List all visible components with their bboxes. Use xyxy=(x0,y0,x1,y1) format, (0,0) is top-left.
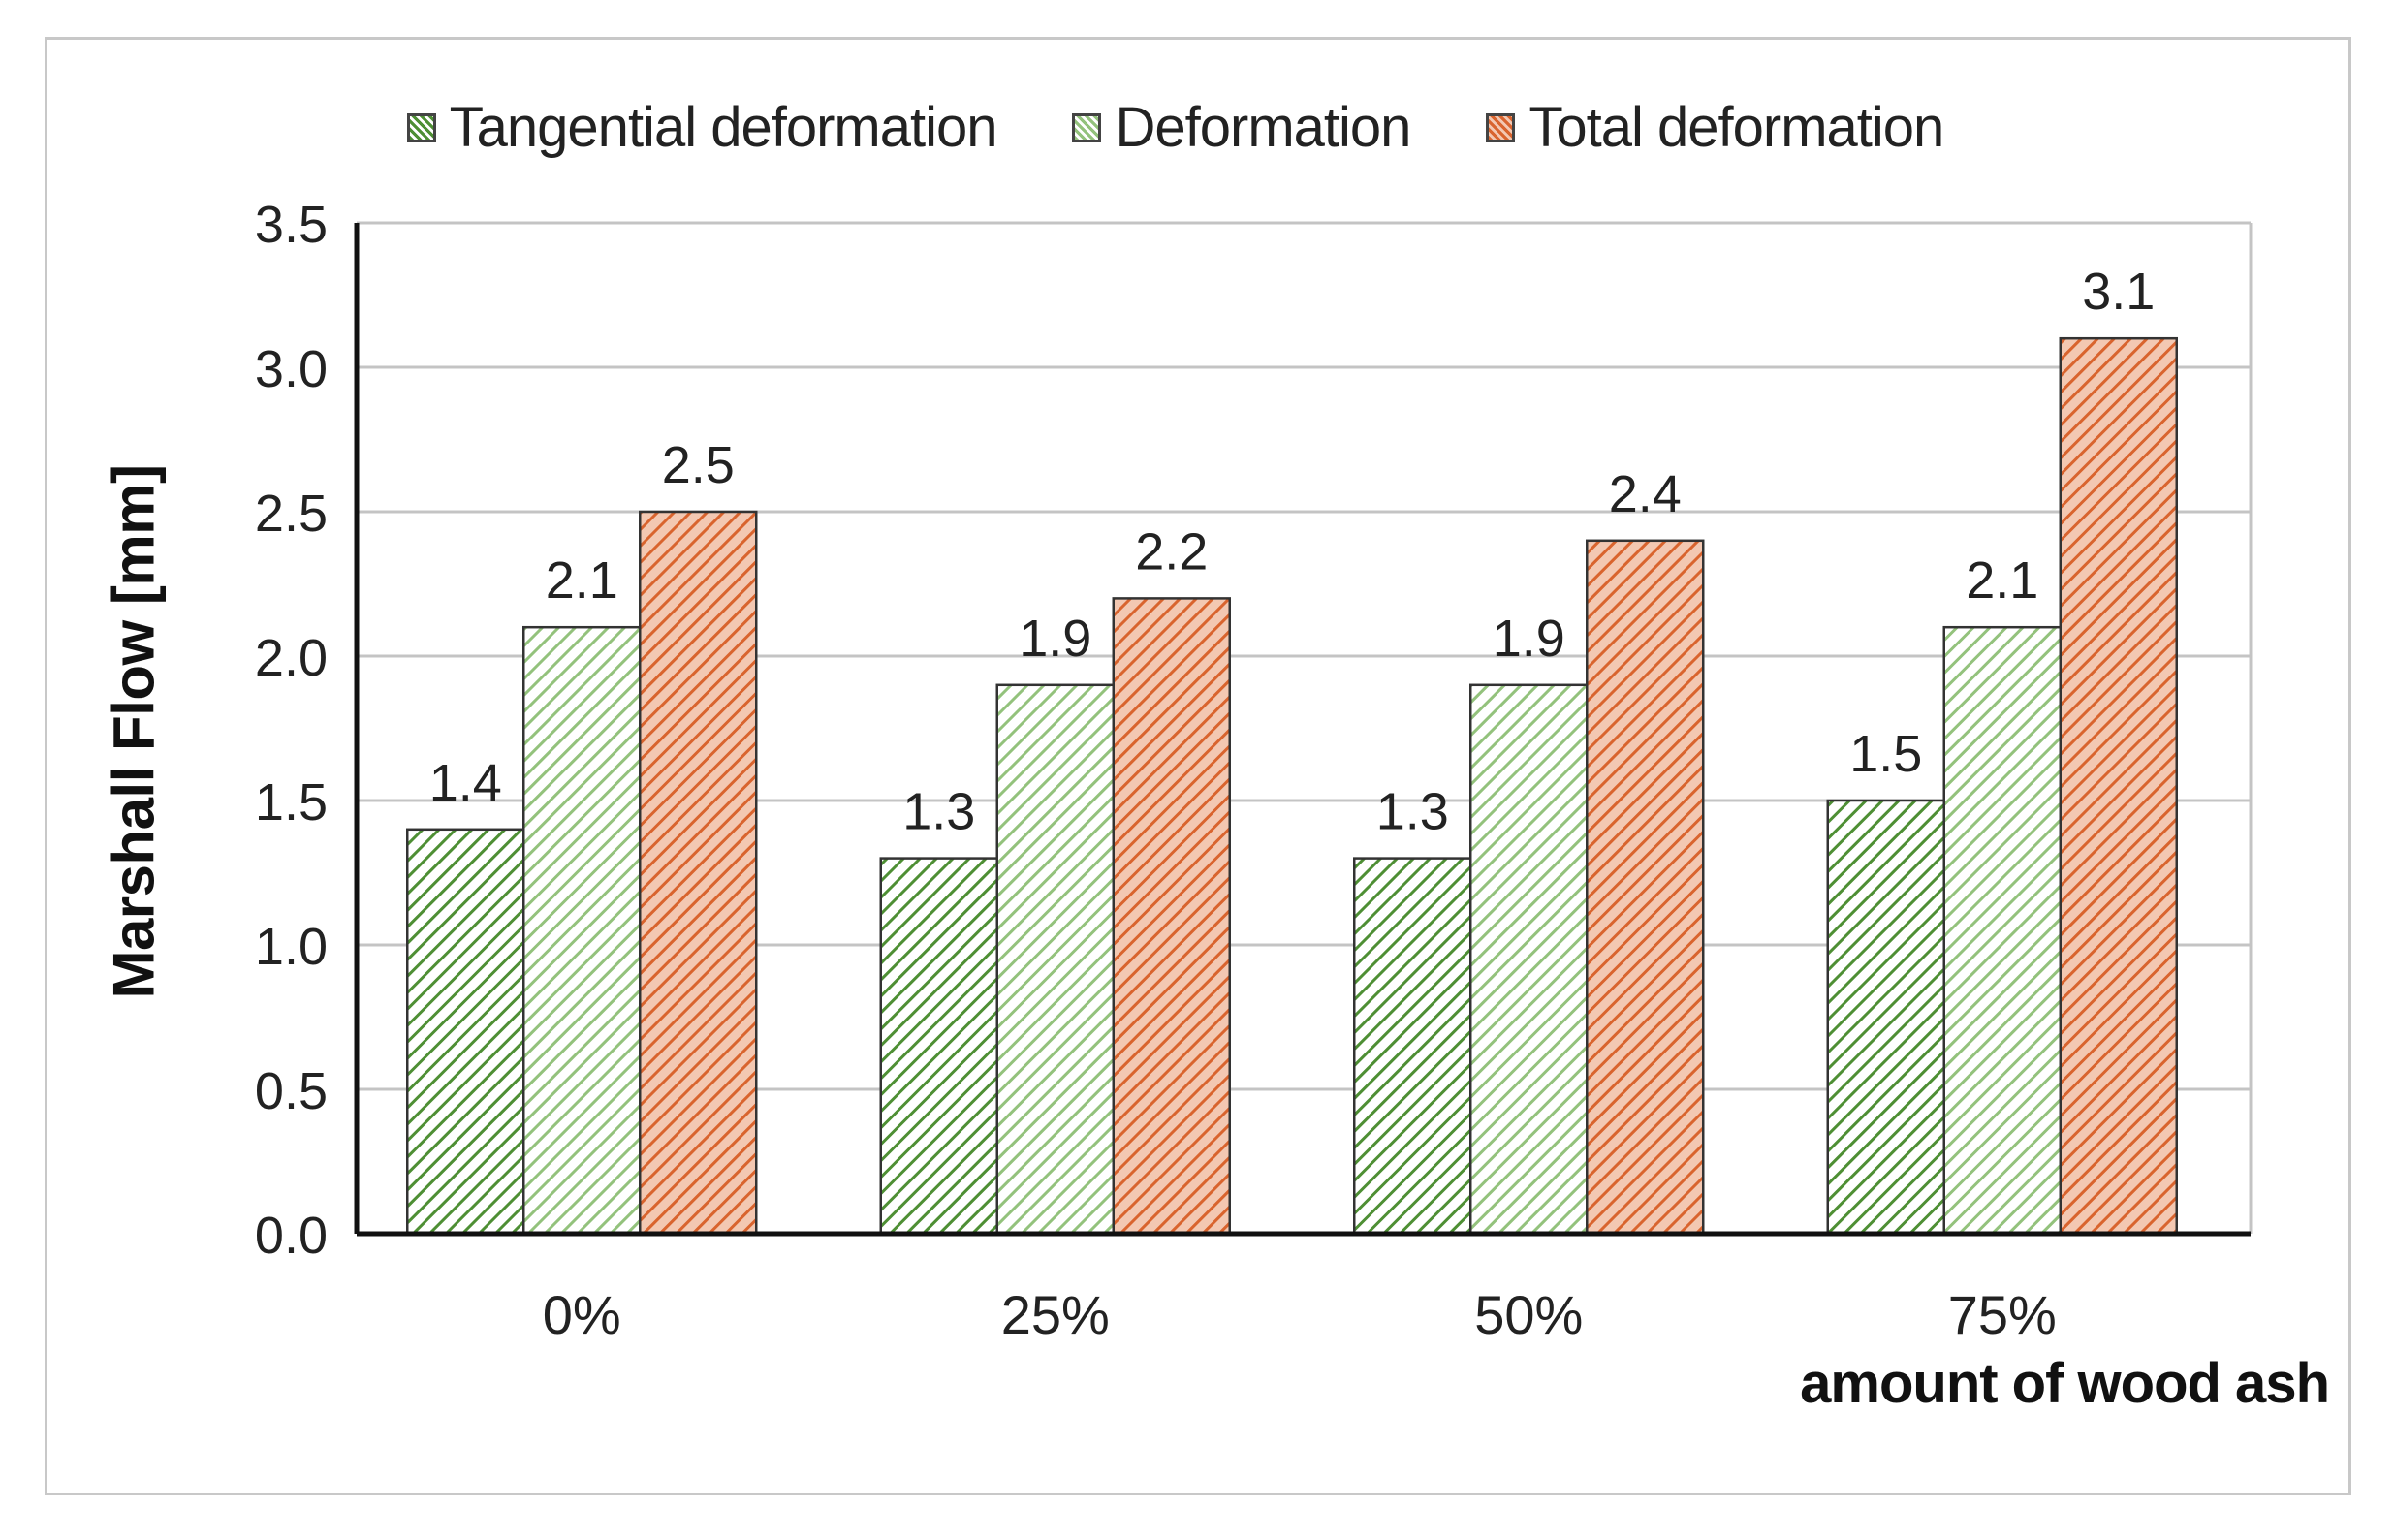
y-tick-label: 1.0 xyxy=(255,918,328,976)
data-label: 2.1 xyxy=(1966,551,2038,610)
data-label: 1.3 xyxy=(1376,783,1449,841)
bar-deformation xyxy=(1469,683,1589,1236)
legend-swatch-deformation xyxy=(1072,112,1102,142)
legend: Tangential deformation Deformation Total… xyxy=(0,95,2373,160)
axes xyxy=(354,223,2251,1237)
data-label: 2.2 xyxy=(1135,522,1208,581)
data-label: 2.4 xyxy=(1609,465,1682,523)
bar-tangential-deformation xyxy=(1353,857,1472,1236)
bar-deformation xyxy=(522,625,642,1236)
y-tick-label: 0.5 xyxy=(255,1062,328,1120)
legend-item-tangential: Tangential deformation xyxy=(406,95,998,160)
legend-label-total: Total deformation xyxy=(1528,96,1944,159)
legend-swatch-total xyxy=(1486,112,1516,142)
bars xyxy=(406,336,2178,1236)
legend-label-tangential: Tangential deformation xyxy=(449,96,998,159)
bar-total-deformation xyxy=(1586,539,1705,1236)
y-tick-label: 2.5 xyxy=(255,485,328,543)
x-tick-label: 25% xyxy=(1001,1284,1110,1345)
y-tick-label: 0.0 xyxy=(255,1207,328,1265)
y-tick-labels: 0.0 0.5 1.0 1.5 2.0 2.5 3.0 3.5 xyxy=(255,196,328,1265)
x-tick-label: 50% xyxy=(1474,1284,1583,1345)
data-label: 1.4 xyxy=(429,754,502,812)
legend-swatch-tangential xyxy=(406,112,436,142)
x-tick-labels: 0% 25% 50% 75% xyxy=(543,1284,2057,1345)
y-tick-label: 1.5 xyxy=(255,773,328,832)
data-label: 2.1 xyxy=(546,551,618,610)
bar-deformation xyxy=(995,683,1115,1236)
data-label: 1.5 xyxy=(1849,725,1922,783)
bar-total-deformation xyxy=(639,510,758,1236)
x-tick-label: 0% xyxy=(543,1284,621,1345)
x-axis-title: amount of wood ash xyxy=(1800,1352,2330,1415)
x-tick-label: 75% xyxy=(1948,1284,2057,1345)
data-label: 3.1 xyxy=(2082,263,2155,321)
bar-deformation xyxy=(1942,625,2062,1236)
bar-tangential-deformation xyxy=(879,857,998,1236)
y-tick-label: 3.5 xyxy=(255,196,328,254)
data-label: 1.9 xyxy=(1493,610,1565,668)
legend-item-deformation: Deformation xyxy=(1072,95,1411,160)
data-label: 1.9 xyxy=(1019,610,1091,668)
legend-item-total: Total deformation xyxy=(1486,95,1944,160)
legend-label-deformation: Deformation xyxy=(1115,96,1411,159)
bar-tangential-deformation xyxy=(406,828,525,1236)
data-label: 1.3 xyxy=(902,783,975,841)
bar-total-deformation xyxy=(2059,336,2178,1236)
data-labels: 1.4 2.1 2.5 1.3 1.9 2.2 1.3 1.9 2.4 1.5 2.1 3.1 xyxy=(429,263,2156,840)
y-tick-label: 2.0 xyxy=(255,629,328,687)
bar-tangential-deformation xyxy=(1826,799,1945,1236)
data-label: 2.5 xyxy=(662,436,735,494)
bar-total-deformation xyxy=(1112,597,1231,1236)
y-tick-label: 3.0 xyxy=(255,340,328,398)
y-axis-title: Marshall Flow [mm] xyxy=(101,464,167,999)
